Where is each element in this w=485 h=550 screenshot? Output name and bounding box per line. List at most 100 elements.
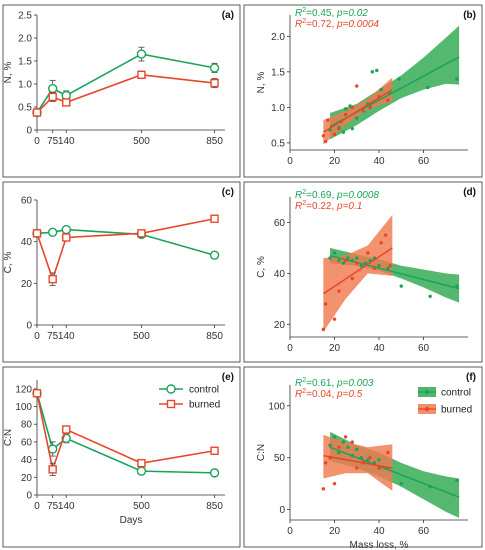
scatter-point-control (377, 264, 381, 268)
y-tick-label: 1.5 (18, 57, 32, 68)
legend-label-control: control (441, 388, 471, 399)
x-tick-label: 0 (34, 331, 40, 342)
scatter-point-control (343, 107, 348, 111)
x-tick-label: 850 (206, 501, 223, 512)
scatter-point-burned (368, 455, 372, 460)
regression-stats-burned: R2=0.04, p=0.5 (295, 388, 363, 400)
x-tick-label: 60 (418, 156, 430, 167)
data-point-burned (210, 214, 219, 223)
x-tick-label: 0 (287, 156, 293, 167)
chart-panel-c: 0 20 40 60 0 75 140 500 850 C, % (c) (2, 181, 241, 363)
y-axis-label: C:N (256, 444, 267, 461)
y-tick-label: 0.5 (271, 138, 285, 149)
y-tick-label: 50 (274, 453, 286, 464)
scatter-point-control (346, 445, 350, 450)
regression-line-burned (322, 247, 393, 295)
y-tick-label: 40 (274, 269, 286, 280)
scatter-point-control (426, 85, 430, 90)
scatter-point-burned (328, 455, 332, 460)
scatter-point-control (359, 264, 363, 268)
legend-label-burned: burned (441, 405, 472, 416)
scatter-point-burned (323, 461, 328, 465)
panel-label: (e) (222, 372, 234, 383)
scatter-point-control (355, 116, 359, 120)
scatter-point-burned (377, 466, 381, 470)
data-point-burned (137, 70, 146, 80)
panel-label: (d) (463, 187, 476, 198)
panel-label: (f) (466, 372, 476, 383)
data-point-burned (48, 465, 57, 474)
data-point-burned (48, 274, 57, 284)
data-point-burned (137, 229, 146, 238)
y-axis-label: C:N (3, 429, 14, 446)
y-tick-label: 60 (274, 218, 286, 229)
y-tick-label: 40 (21, 455, 33, 466)
confidence-band-burned (323, 214, 393, 332)
x-tick-label: 60 (418, 526, 430, 537)
chart-panel-d: 20 40 60 0 20 40 60 C, % R2=0.69, p=0.0008R2=0.2… (243, 181, 483, 363)
data-point-control (47, 83, 58, 94)
y-axis-label: C, % (3, 252, 14, 274)
y-tick-label: 100 (15, 402, 32, 413)
y-tick-label: 0 (26, 491, 32, 502)
x-tick-label: 40 (373, 343, 385, 354)
x-tick-label: 0 (34, 136, 40, 147)
y-tick-label: 0.5 (18, 103, 32, 114)
data-point-control (47, 227, 58, 237)
y-tick-label: 2.5 (18, 11, 32, 22)
scatter-point-burned (343, 112, 348, 117)
x-tick-label: 140 (58, 331, 75, 342)
data-point-control (209, 250, 220, 260)
scatter-point-burned (350, 276, 354, 281)
scatter-point-burned (361, 109, 366, 113)
series-burned (32, 70, 219, 117)
scatter-point-control (346, 256, 350, 260)
series-control (32, 388, 220, 478)
data-point-burned (32, 108, 42, 117)
y-tick-label: 2.0 (18, 34, 32, 45)
scatter-point-burned (321, 327, 326, 332)
legend-label-control: control (189, 385, 219, 396)
scatter-point-control (377, 458, 381, 462)
data-point-control (209, 63, 220, 73)
scatter-point-control (455, 284, 459, 288)
scatter-point-control (455, 478, 459, 483)
scatter-point-burned (323, 302, 328, 306)
x-axis-label: Days (120, 515, 143, 526)
panel-label: (b) (463, 10, 476, 21)
scatter-point-control (370, 70, 375, 74)
scatter-point-burned (326, 118, 330, 122)
scatter-point-burned (332, 481, 337, 486)
chart-panel-f: 0 50 100 0 20 40 60 C:N Mass loss, % R2=0.61, p=0… (243, 366, 483, 550)
legend-item-control: control (418, 387, 471, 399)
panel-label: (a) (222, 10, 234, 21)
legend-marker-control (424, 389, 430, 395)
data-point-burned (62, 425, 71, 434)
legend-item-burned: burned (159, 400, 220, 411)
scatter-point-burned (361, 461, 366, 465)
y-tick-label: 20 (21, 473, 33, 484)
scatter-point-burned (350, 105, 354, 110)
scatter-point-control (341, 130, 346, 134)
scatter-point-burned (366, 251, 370, 255)
x-tick-label: 500 (133, 331, 150, 342)
regression-line-burned (323, 454, 393, 469)
scatter-point-control (355, 447, 359, 452)
x-tick-label: 0 (287, 343, 293, 354)
x-tick-label: 75 (47, 331, 59, 342)
data-point-burned (32, 389, 42, 398)
x-tick-label: 850 (206, 331, 223, 342)
panel-label: (c) (222, 187, 234, 198)
scatter-point-control (455, 77, 459, 81)
regression-stats-control: R2=0.45, p=0.02 (295, 7, 368, 19)
y-tick-label: 120 (15, 384, 32, 395)
y-tick-label: 0 (279, 505, 285, 516)
confidence-band-burned (323, 434, 393, 491)
scatter-point-control (363, 261, 368, 265)
data-point-control (136, 466, 147, 476)
scatter-point-burned (386, 98, 390, 102)
scatter-point-burned (372, 266, 377, 270)
legend-label-burned: burned (189, 400, 220, 411)
series-burned (32, 214, 219, 286)
